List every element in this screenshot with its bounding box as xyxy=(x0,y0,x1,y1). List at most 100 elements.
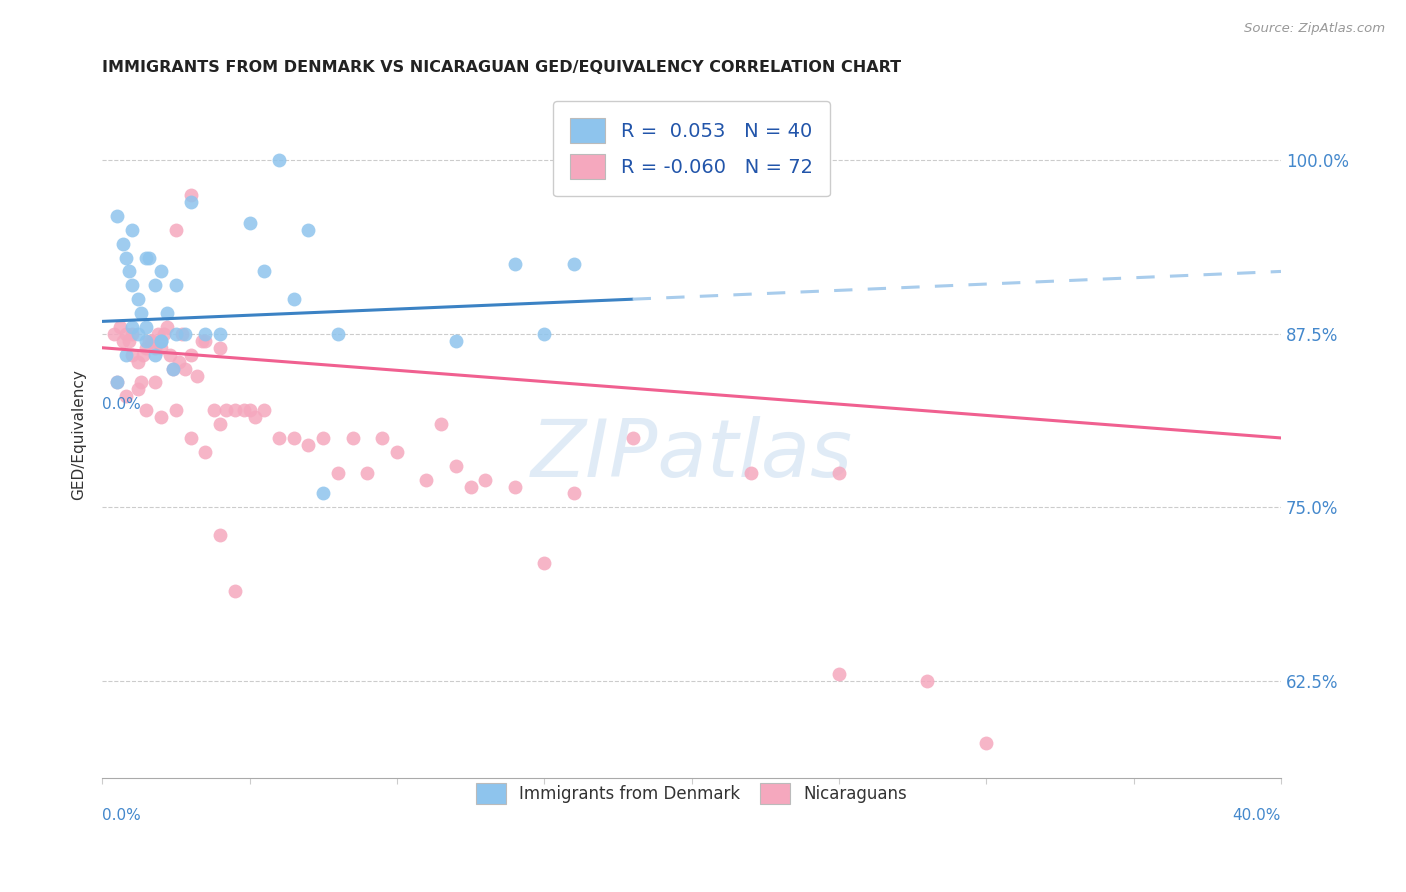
Legend: Immigrants from Denmark, Nicaraguans: Immigrants from Denmark, Nicaraguans xyxy=(463,770,921,818)
Point xyxy=(209,528,232,542)
Point xyxy=(232,403,254,417)
Point xyxy=(165,223,187,237)
Point xyxy=(121,348,143,362)
Point xyxy=(562,486,585,500)
Point xyxy=(156,320,179,334)
Point xyxy=(127,383,149,397)
Point xyxy=(191,334,214,348)
Point xyxy=(444,334,467,348)
Point xyxy=(165,403,187,417)
Point xyxy=(740,466,762,480)
Point xyxy=(111,334,134,348)
Text: ZIPatlas: ZIPatlas xyxy=(530,416,852,494)
Point xyxy=(150,334,173,348)
Point xyxy=(430,417,453,431)
Point xyxy=(245,410,267,425)
Point xyxy=(114,251,136,265)
Point xyxy=(138,251,160,265)
Point xyxy=(135,403,157,417)
Point xyxy=(283,431,305,445)
Point xyxy=(224,403,246,417)
Point xyxy=(143,348,166,362)
Point xyxy=(562,258,585,272)
Point xyxy=(253,403,276,417)
Point xyxy=(297,223,319,237)
Point xyxy=(143,341,166,355)
Point xyxy=(312,431,335,445)
Point xyxy=(165,278,187,293)
Point xyxy=(209,326,232,341)
Point xyxy=(129,306,152,320)
Point xyxy=(215,403,238,417)
Point xyxy=(238,403,260,417)
Point xyxy=(267,153,290,168)
Point xyxy=(132,348,155,362)
Point xyxy=(533,556,555,570)
Point xyxy=(148,326,170,341)
Point xyxy=(621,431,644,445)
Point xyxy=(143,376,166,390)
Point xyxy=(194,326,217,341)
Point xyxy=(143,278,166,293)
Point xyxy=(415,473,437,487)
Point xyxy=(156,306,179,320)
Point xyxy=(167,354,190,368)
Point xyxy=(114,348,136,362)
Point xyxy=(118,334,141,348)
Point xyxy=(127,354,149,368)
Text: 0.0%: 0.0% xyxy=(103,397,141,412)
Point xyxy=(194,445,217,459)
Point xyxy=(138,334,160,348)
Point xyxy=(180,348,202,362)
Text: 40.0%: 40.0% xyxy=(1233,808,1281,823)
Point xyxy=(165,326,187,341)
Point xyxy=(503,479,526,493)
Point xyxy=(105,376,128,390)
Point xyxy=(141,334,163,348)
Point xyxy=(533,326,555,341)
Point xyxy=(150,410,173,425)
Point xyxy=(267,431,290,445)
Point xyxy=(105,209,128,223)
Point xyxy=(105,376,128,390)
Point xyxy=(114,389,136,403)
Point xyxy=(150,341,173,355)
Point xyxy=(194,334,217,348)
Point xyxy=(326,326,349,341)
Point xyxy=(170,326,193,341)
Point xyxy=(162,361,184,376)
Text: 0.0%: 0.0% xyxy=(103,808,141,823)
Point xyxy=(162,361,184,376)
Point xyxy=(135,341,157,355)
Y-axis label: GED/Equivalency: GED/Equivalency xyxy=(72,369,86,500)
Point xyxy=(159,348,181,362)
Point xyxy=(974,736,997,750)
Point xyxy=(108,320,131,334)
Point xyxy=(503,258,526,272)
Point xyxy=(385,445,408,459)
Point xyxy=(297,438,319,452)
Point xyxy=(209,341,232,355)
Point xyxy=(135,320,157,334)
Point xyxy=(129,376,152,390)
Text: IMMIGRANTS FROM DENMARK VS NICARAGUAN GED/EQUIVALENCY CORRELATION CHART: IMMIGRANTS FROM DENMARK VS NICARAGUAN GE… xyxy=(103,60,901,75)
Point xyxy=(828,666,851,681)
Point xyxy=(153,326,176,341)
Point xyxy=(173,326,195,341)
Point xyxy=(118,264,141,278)
Point xyxy=(202,403,225,417)
Point xyxy=(121,320,143,334)
Point xyxy=(180,195,202,210)
Point xyxy=(111,236,134,251)
Point xyxy=(460,479,482,493)
Point xyxy=(121,278,143,293)
Point xyxy=(253,264,276,278)
Point xyxy=(180,188,202,202)
Point xyxy=(114,326,136,341)
Point xyxy=(180,431,202,445)
Point xyxy=(186,368,208,383)
Point xyxy=(917,673,939,688)
Point xyxy=(173,361,195,376)
Point xyxy=(356,466,378,480)
Point xyxy=(150,264,173,278)
